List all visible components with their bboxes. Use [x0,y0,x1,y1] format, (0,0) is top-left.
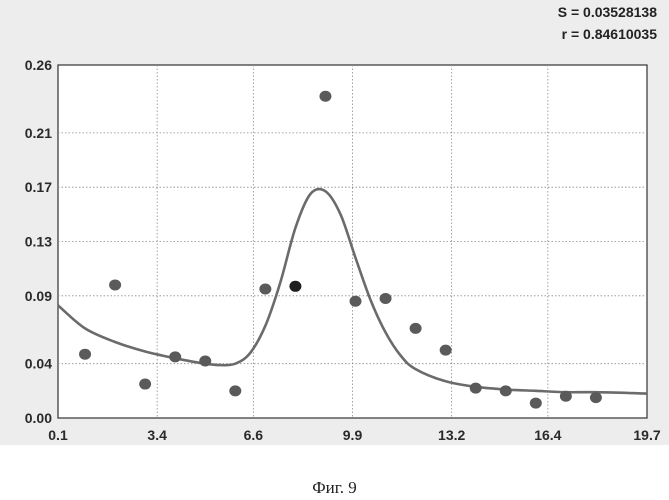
x-tick-label: 0.1 [48,427,68,443]
data-point [139,379,151,390]
x-tick-label: 13.2 [438,427,465,443]
y-tick-label: 0.21 [25,125,52,141]
data-point [109,279,121,290]
y-tick-label: 0.26 [25,57,52,73]
x-tick-label: 6.6 [244,427,264,443]
x-tick-label: 19.7 [633,427,660,443]
y-tick-label: 0.04 [25,356,52,372]
x-tick-label: 16.4 [534,427,561,443]
y-tick-label: 0.17 [25,179,52,195]
y-tick-label: 0.13 [25,234,52,250]
y-tick-label: 0.09 [25,288,52,304]
data-point [530,398,542,409]
data-point [410,323,422,334]
data-point [289,281,301,292]
data-point [199,355,211,366]
data-point [350,296,362,307]
data-point [169,351,181,362]
data-point [440,345,452,356]
data-point [470,383,482,394]
chart-svg: 0.1 3.4 6.6 9.9 13.2 16.4 19.7 0.00 0.04 0.09 0.13… [0,0,669,445]
data-point [380,293,392,304]
data-point [229,385,241,396]
data-point [259,284,271,295]
data-point [590,392,602,403]
y-tick-label: 0.00 [25,410,52,426]
data-point [79,349,91,360]
x-tick-label: 3.4 [147,427,167,443]
x-tick-label: 9.9 [343,427,363,443]
figure-caption: Фиг. 9 [0,478,669,498]
data-point [500,385,512,396]
data-point [319,91,331,102]
data-point [560,391,572,402]
